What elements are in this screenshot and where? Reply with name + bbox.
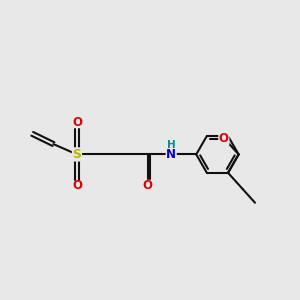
Text: N: N — [166, 148, 176, 161]
Text: O: O — [72, 179, 82, 192]
Text: O: O — [72, 116, 82, 129]
Text: O: O — [219, 131, 229, 145]
Text: H: H — [167, 140, 176, 150]
Text: S: S — [73, 148, 82, 161]
Text: O: O — [142, 179, 153, 192]
